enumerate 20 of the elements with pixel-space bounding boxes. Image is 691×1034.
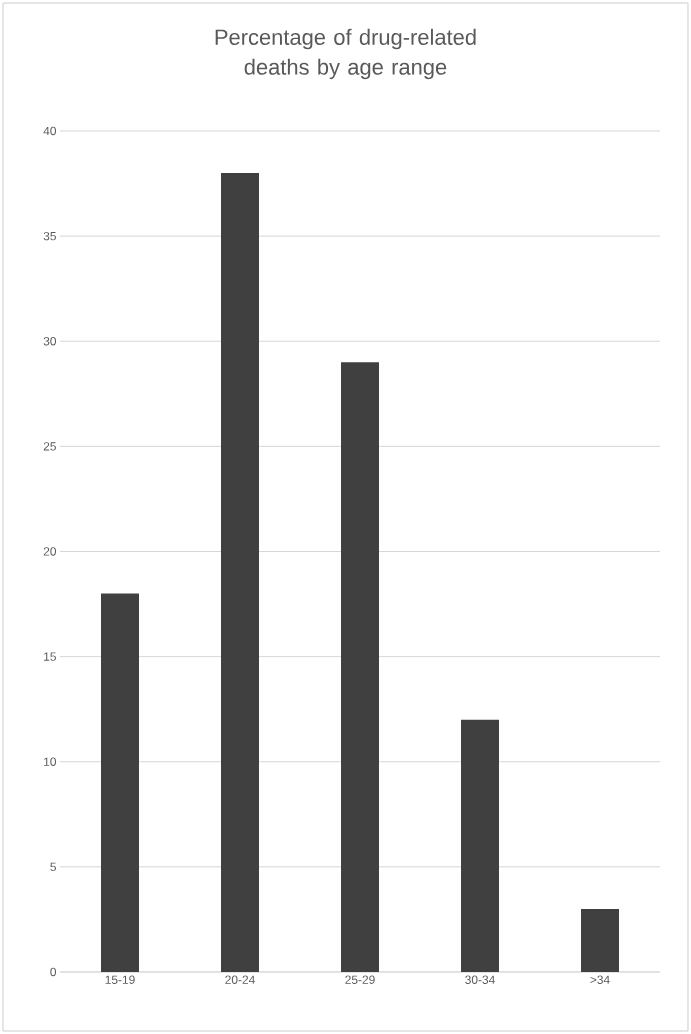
x-tick-label: >34 <box>590 975 610 984</box>
y-tick-label: 25 <box>43 442 56 451</box>
y-tick-label: 20 <box>43 547 57 556</box>
y-tick-label: 40 <box>43 126 57 136</box>
bar <box>221 173 259 972</box>
bar <box>461 719 499 972</box>
x-tick-label: 25-29 <box>345 975 375 984</box>
chart-title: Percentage of drug-related deaths by age range <box>215 28 476 80</box>
x-tick-label: 20-24 <box>225 975 255 984</box>
y-tick-label: 5 <box>50 862 56 872</box>
y-tick-label: 30 <box>43 337 57 346</box>
y-tick-label: 0 <box>50 967 57 977</box>
y-tick-label: 35 <box>43 231 56 241</box>
y-tick-label: 10 <box>44 757 57 766</box>
x-tick-label: 15-19 <box>105 975 135 984</box>
y-tick-label: 15 <box>44 652 56 661</box>
bar <box>581 908 619 972</box>
bar <box>101 593 139 972</box>
x-tick-label: 30-34 <box>465 975 495 984</box>
bar <box>341 362 379 972</box>
